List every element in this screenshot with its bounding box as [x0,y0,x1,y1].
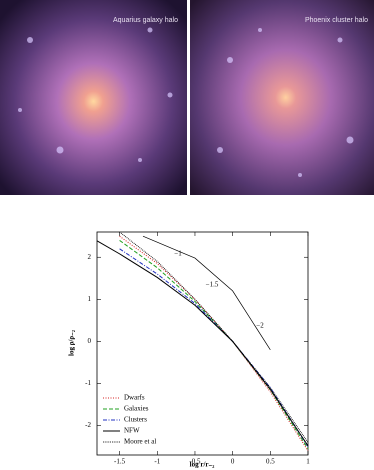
annotation: −1 [174,250,182,258]
series-line [96,240,309,447]
substructure [18,27,354,177]
y-tick-label: -1 [85,379,91,387]
x-tick-label: -0.5 [189,458,201,466]
x-tick-label: 0 [231,458,235,466]
x-tick-label: 0.5 [266,458,275,466]
plot-frame [96,231,309,456]
halo-image [0,0,187,195]
x-axis-label: log r/r₋₂ [190,461,215,469]
x-tick-label: -1 [154,458,160,466]
annotation: −1.5 [206,281,219,289]
x-tick-label: 1 [306,458,310,466]
y-tick-label: 0 [88,337,92,345]
y-tick-label: 1 [88,295,92,303]
series-line [119,235,309,452]
x-tick-label: -1.5 [114,458,126,466]
legend-label: NFW [124,427,140,435]
y-axis-label: log ρ/ρ₋₂ [68,330,76,356]
series-line [119,248,309,447]
annotation: −2 [256,322,264,330]
legend-label: Dwarfs [124,394,145,402]
legend-label: Moore et al [124,438,156,446]
y-tick-label: -2 [85,421,91,429]
series-line [119,231,309,443]
panel-label: Aquarius galaxy halo [113,17,178,24]
reference-line [142,235,271,350]
y-tick-label: 2 [88,253,92,261]
legend-label: Galaxies [124,405,149,413]
halo-image [190,0,374,195]
panel-label: Phoenix cluster halo [305,17,368,24]
legend-label: Clusters [124,416,147,424]
